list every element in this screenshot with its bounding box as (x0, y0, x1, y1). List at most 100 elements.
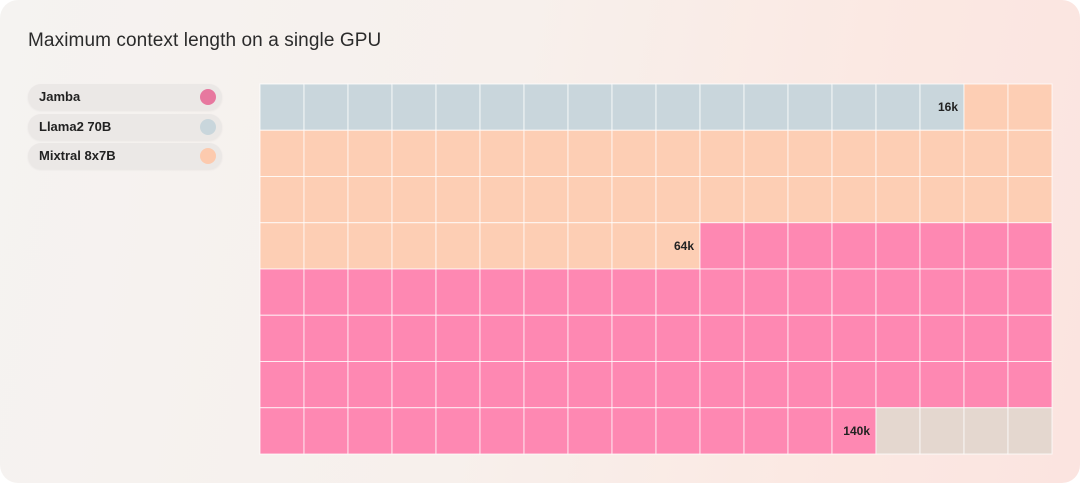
waffle-cell-llama2-70b (303, 83, 349, 131)
waffle-cell-mixtral-8x7b (1007, 83, 1053, 131)
waffle-cell-jamba (743, 222, 789, 270)
waffle-cell-mixtral-8x7b (963, 129, 1009, 177)
waffle-cell-jamba (875, 222, 921, 270)
waffle-cell-llama2-70b (259, 83, 305, 131)
waffle-cell-llama2-70b (699, 83, 745, 131)
waffle-cell-mixtral-8x7b (963, 83, 1009, 131)
waffle-cell-mixtral-8x7b (391, 129, 437, 177)
waffle-cell-mixtral-8x7b (919, 176, 965, 224)
value-label-llama2-70b: 16k (938, 100, 958, 114)
waffle-cell-mixtral-8x7b (567, 222, 613, 270)
waffle-cell-llama2-70b (831, 83, 877, 131)
waffle-cell-empty (1007, 407, 1053, 455)
waffle-cell-jamba (523, 314, 569, 362)
waffle-cell-mixtral-8x7b (963, 176, 1009, 224)
waffle-cell-jamba (523, 407, 569, 455)
waffle-cell-jamba (259, 314, 305, 362)
waffle-cell-jamba (699, 222, 745, 270)
waffle-cell-jamba (567, 268, 613, 316)
waffle-cell-llama2-70b (655, 83, 701, 131)
legend-swatch-jamba (200, 89, 216, 105)
waffle-cell-mixtral-8x7b (831, 176, 877, 224)
waffle-cell-mixtral-8x7b (787, 176, 833, 224)
waffle-cell-jamba (523, 268, 569, 316)
waffle-cell-jamba (919, 314, 965, 362)
waffle-cell-jamba (831, 222, 877, 270)
waffle-cell-jamba (611, 314, 657, 362)
waffle-cell-jamba (963, 314, 1009, 362)
waffle-cell-jamba (347, 361, 393, 409)
waffle-cell-mixtral-8x7b (1007, 176, 1053, 224)
waffle-cell-jamba (303, 268, 349, 316)
waffle-cell-mixtral-8x7b (479, 176, 525, 224)
waffle-cell-jamba (919, 361, 965, 409)
waffle-cell-jamba (743, 268, 789, 316)
waffle-cell-empty (919, 407, 965, 455)
legend-label: Jamba (39, 89, 81, 104)
legend-label: Llama2 70B (39, 119, 112, 134)
waffle-cell-jamba (963, 361, 1009, 409)
waffle-cell-mixtral-8x7b (303, 176, 349, 224)
waffle-cell-mixtral-8x7b (919, 129, 965, 177)
waffle-cell-mixtral-8x7b (347, 129, 393, 177)
waffle-cell-jamba (523, 361, 569, 409)
waffle-cell-jamba (699, 407, 745, 455)
waffle-cell-mixtral-8x7b (699, 176, 745, 224)
waffle-cell-mixtral-8x7b (435, 129, 481, 177)
waffle-cell-jamba (479, 407, 525, 455)
waffle-cell-llama2-70b (479, 83, 525, 131)
waffle-cell-jamba (303, 407, 349, 455)
waffle-cell-jamba (479, 361, 525, 409)
waffle-cell-jamba (259, 407, 305, 455)
waffle-cell-jamba (743, 314, 789, 362)
value-label-jamba: 140k (843, 424, 870, 438)
waffle-cell-mixtral-8x7b (347, 222, 393, 270)
waffle-cell-mixtral-8x7b (523, 176, 569, 224)
waffle-cell-jamba (655, 407, 701, 455)
waffle-cell-llama2-70b (391, 83, 437, 131)
waffle-cell-jamba (919, 268, 965, 316)
waffle-cell-jamba (1007, 268, 1053, 316)
waffle-cell-jamba (567, 407, 613, 455)
waffle-cell-jamba (875, 268, 921, 316)
waffle-cell-mixtral-8x7b (479, 222, 525, 270)
waffle-cell-mixtral-8x7b (831, 129, 877, 177)
waffle-cell-jamba (963, 268, 1009, 316)
legend-swatch-mixtral-8x7b (200, 148, 216, 164)
waffle-cell-llama2-70b (875, 83, 921, 131)
waffle-cell-jamba (611, 407, 657, 455)
waffle-cell-llama2-70b (347, 83, 393, 131)
legend-item-jamba[interactable]: Jamba (28, 84, 222, 110)
waffle-cell-mixtral-8x7b (523, 222, 569, 270)
waffle-cell-jamba (963, 222, 1009, 270)
waffle-cell-mixtral-8x7b (567, 129, 613, 177)
waffle-cell-jamba (699, 361, 745, 409)
waffle-cell-jamba (479, 314, 525, 362)
legend-item-mixtral-8x7b[interactable]: Mixtral 8x7B (28, 143, 222, 169)
waffle-cell-jamba (655, 268, 701, 316)
waffle-cell-jamba (655, 361, 701, 409)
waffle-cell-jamba (567, 314, 613, 362)
waffle-cell-jamba (831, 407, 877, 455)
waffle-cell-mixtral-8x7b (611, 129, 657, 177)
waffle-cell-jamba (699, 314, 745, 362)
waffle-cell-jamba (831, 314, 877, 362)
legend-item-llama2-70b[interactable]: Llama2 70B (28, 114, 222, 140)
waffle-cell-mixtral-8x7b (259, 129, 305, 177)
waffle-cell-jamba (787, 361, 833, 409)
waffle-cell-empty (963, 407, 1009, 455)
waffle-cell-jamba (611, 361, 657, 409)
waffle-cell-jamba (919, 222, 965, 270)
waffle-cell-mixtral-8x7b (875, 129, 921, 177)
waffle-cell-llama2-70b (787, 83, 833, 131)
chart-title: Maximum context length on a single GPU (28, 30, 382, 51)
waffle-cell-jamba (611, 268, 657, 316)
waffle-cell-empty (875, 407, 921, 455)
waffle-cell-mixtral-8x7b (435, 222, 481, 270)
waffle-cell-jamba (1007, 222, 1053, 270)
waffle-cell-mixtral-8x7b (1007, 129, 1053, 177)
waffle-cell-jamba (435, 268, 481, 316)
waffle-cell-mixtral-8x7b (391, 176, 437, 224)
